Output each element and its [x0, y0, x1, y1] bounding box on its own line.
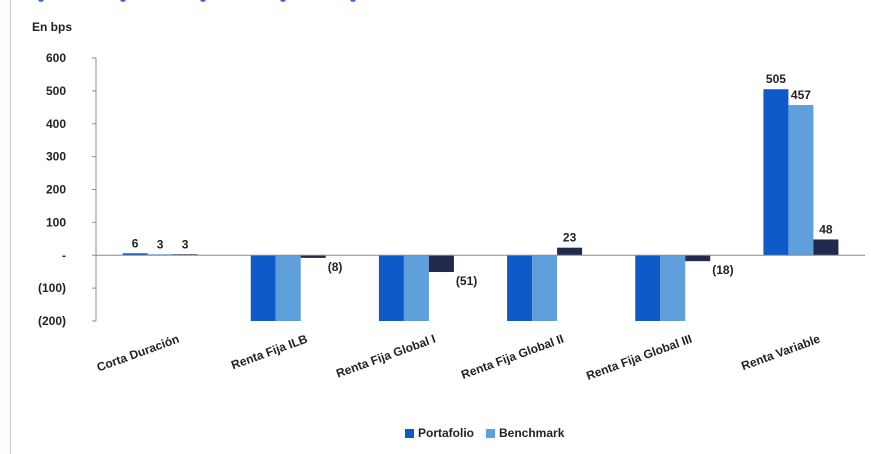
x-category-label: Renta Fija Global III [584, 332, 693, 383]
y-tick-label: 300 [46, 150, 66, 164]
x-category-label: Corta Duración [95, 332, 181, 375]
legend-label-benchmark: Benchmark [499, 426, 565, 440]
cropped-title-strip [30, 0, 430, 6]
legend-item-portafolio: Portafolio [405, 426, 474, 440]
bar [763, 89, 789, 256]
legend-label-portafolio: Portafolio [418, 426, 474, 440]
y-tick-label: 600 [46, 51, 66, 65]
bar [635, 255, 661, 321]
data-label: 48 [819, 222, 833, 236]
y-tick-label: (100) [38, 281, 66, 295]
bar [300, 255, 326, 258]
y-tick-label: - [62, 248, 66, 262]
data-label: 3 [182, 237, 189, 251]
left-border [10, 0, 11, 454]
y-tick-label: 200 [46, 183, 66, 197]
legend-item-benchmark: Benchmark [486, 426, 564, 440]
data-label: 505 [766, 72, 786, 86]
x-category-label: Renta Fija Global I [334, 332, 437, 381]
bar [788, 105, 814, 256]
bar [532, 255, 558, 321]
y-tick-label: 100 [46, 215, 66, 229]
bar [122, 253, 148, 256]
bar [813, 239, 839, 256]
bar [557, 247, 583, 256]
data-label: 3 [157, 237, 164, 251]
legend-swatch-portafolio [405, 428, 414, 438]
x-category-label: Renta Variable [739, 332, 822, 374]
bar [507, 255, 533, 321]
x-category-label: Renta Fija ILB [229, 332, 309, 373]
y-tick-label: (200) [38, 314, 66, 328]
data-label: (8) [328, 260, 343, 274]
y-axis-label: En bps [32, 20, 73, 34]
data-label: (18) [712, 263, 733, 277]
y-tick-label: 500 [46, 84, 66, 98]
bar [250, 255, 276, 321]
x-category-label: Renta Fija Global II [459, 332, 565, 382]
bar [378, 255, 404, 321]
legend-swatch-benchmark [486, 428, 495, 438]
data-label: 6 [132, 236, 139, 250]
y-tick-label: 400 [46, 117, 66, 131]
data-label: 457 [791, 88, 811, 102]
bar [275, 255, 301, 321]
data-label: 23 [563, 231, 577, 245]
legend: Portafolio Benchmark [405, 426, 564, 440]
bar [403, 255, 429, 321]
bar [660, 255, 686, 321]
bar [428, 255, 454, 273]
data-label: (51) [456, 274, 477, 288]
bar [685, 255, 711, 262]
